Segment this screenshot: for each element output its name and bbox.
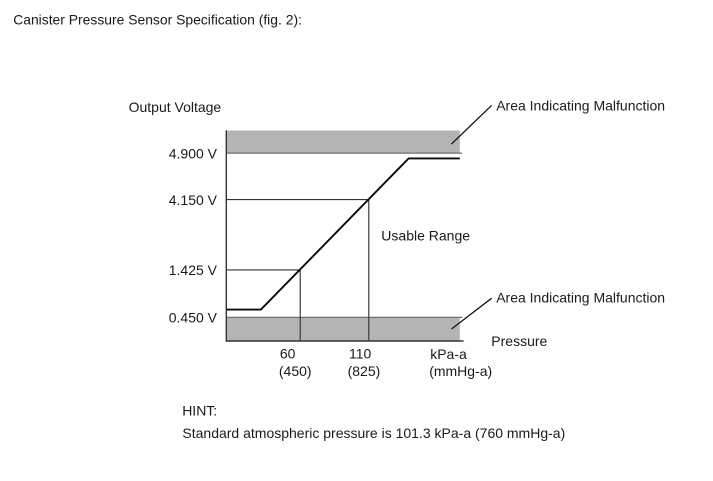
svg-text:Pressure: Pressure	[491, 333, 547, 349]
svg-text:Area Indicating Malfunction: Area Indicating Malfunction	[496, 97, 665, 113]
svg-text:HINT:: HINT:	[182, 403, 217, 419]
svg-text:4.900 V: 4.900 V	[169, 146, 218, 162]
svg-text:Output Voltage: Output Voltage	[129, 99, 222, 115]
svg-text:Usable Range: Usable Range	[381, 227, 470, 243]
svg-text:4.150 V: 4.150 V	[169, 192, 218, 208]
svg-text:(mmHg-a): (mmHg-a)	[429, 363, 492, 379]
svg-text:110: 110	[349, 346, 372, 362]
svg-text:0.450 V: 0.450 V	[169, 310, 218, 326]
svg-text:1.425 V: 1.425 V	[169, 262, 218, 278]
svg-text:60: 60	[280, 346, 296, 362]
svg-text:Area Indicating Malfunction: Area Indicating Malfunction	[496, 290, 665, 306]
svg-text:(450): (450)	[279, 363, 312, 379]
svg-text:Standard atmospheric pressure: Standard atmospheric pressure is 101.3 k…	[182, 425, 565, 441]
svg-text:Canister Pressure Sensor Speci: Canister Pressure Sensor Specification (…	[13, 11, 302, 27]
svg-text:(825): (825)	[348, 363, 381, 379]
svg-text:kPa-a: kPa-a	[430, 346, 467, 362]
